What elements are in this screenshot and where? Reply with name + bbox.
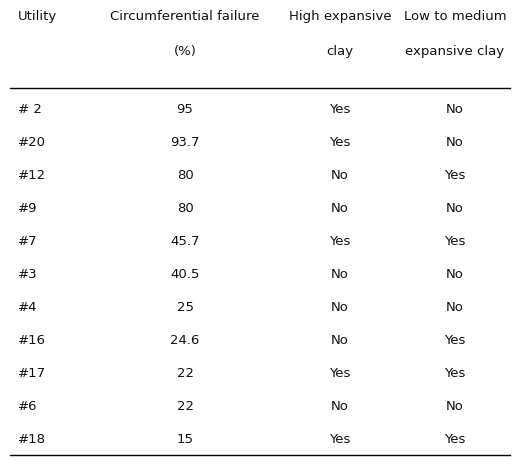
Text: Yes: Yes bbox=[444, 367, 466, 380]
Text: Yes: Yes bbox=[444, 433, 466, 446]
Text: expansive clay: expansive clay bbox=[406, 45, 504, 58]
Text: 25: 25 bbox=[176, 301, 193, 314]
Text: #12: #12 bbox=[18, 169, 46, 182]
Text: 40.5: 40.5 bbox=[171, 268, 200, 281]
Text: Yes: Yes bbox=[329, 433, 350, 446]
Text: No: No bbox=[331, 400, 349, 413]
Text: #9: #9 bbox=[18, 202, 37, 215]
Text: # 2: # 2 bbox=[18, 103, 42, 116]
Text: Yes: Yes bbox=[329, 103, 350, 116]
Text: No: No bbox=[446, 400, 464, 413]
Text: #18: #18 bbox=[18, 433, 46, 446]
Text: No: No bbox=[331, 202, 349, 215]
Text: Circumferential failure: Circumferential failure bbox=[110, 10, 260, 23]
Text: Yes: Yes bbox=[329, 235, 350, 248]
Text: Yes: Yes bbox=[444, 169, 466, 182]
Text: 95: 95 bbox=[177, 103, 193, 116]
Text: Low to medium: Low to medium bbox=[404, 10, 506, 23]
Text: 24.6: 24.6 bbox=[171, 334, 200, 347]
Text: 80: 80 bbox=[177, 202, 193, 215]
Text: No: No bbox=[446, 103, 464, 116]
Text: 22: 22 bbox=[176, 367, 193, 380]
Text: High expansive: High expansive bbox=[289, 10, 392, 23]
Text: #20: #20 bbox=[18, 136, 46, 149]
Text: No: No bbox=[331, 301, 349, 314]
Text: #3: #3 bbox=[18, 268, 37, 281]
Text: 45.7: 45.7 bbox=[170, 235, 200, 248]
Text: No: No bbox=[331, 169, 349, 182]
Text: No: No bbox=[446, 268, 464, 281]
Text: Yes: Yes bbox=[329, 136, 350, 149]
Text: No: No bbox=[331, 268, 349, 281]
Text: #4: #4 bbox=[18, 301, 37, 314]
Text: No: No bbox=[446, 136, 464, 149]
Text: #7: #7 bbox=[18, 235, 37, 248]
Text: No: No bbox=[331, 334, 349, 347]
Text: 93.7: 93.7 bbox=[170, 136, 200, 149]
Text: (%): (%) bbox=[174, 45, 197, 58]
Text: 22: 22 bbox=[176, 400, 193, 413]
Text: Utility: Utility bbox=[18, 10, 57, 23]
Text: No: No bbox=[446, 301, 464, 314]
Text: #6: #6 bbox=[18, 400, 37, 413]
Text: Yes: Yes bbox=[444, 235, 466, 248]
Text: No: No bbox=[446, 202, 464, 215]
Text: #17: #17 bbox=[18, 367, 46, 380]
Text: 80: 80 bbox=[177, 169, 193, 182]
Text: #16: #16 bbox=[18, 334, 46, 347]
Text: clay: clay bbox=[327, 45, 354, 58]
Text: Yes: Yes bbox=[444, 334, 466, 347]
Text: 15: 15 bbox=[176, 433, 193, 446]
Text: Yes: Yes bbox=[329, 367, 350, 380]
